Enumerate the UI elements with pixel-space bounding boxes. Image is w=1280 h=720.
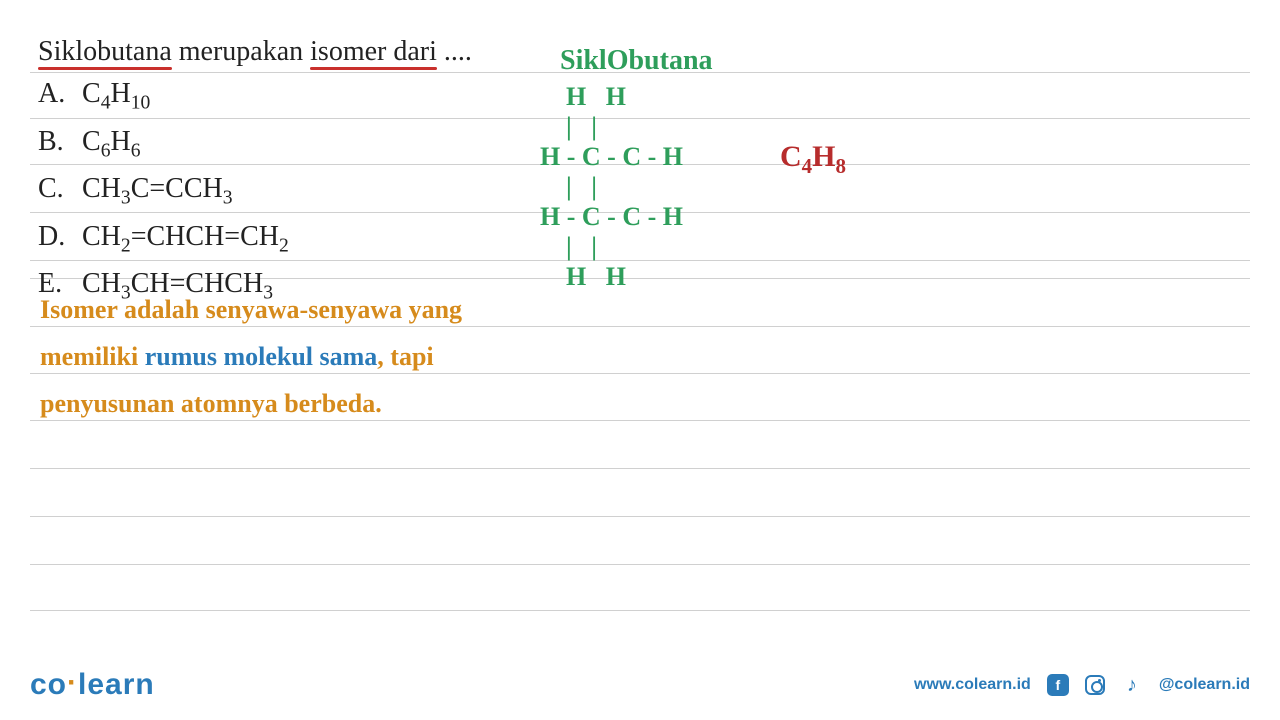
question-text: Siklobutana merupakan isomer dari .... [38,36,472,68]
ruled-line [30,516,1250,517]
choices-list: A.C4H10B.C6H6C.CH3C=CCH3D.CH2=CHCH=CH2E.… [38,75,289,313]
ruled-line [30,468,1250,469]
choice-row: A.C4H10 [38,75,289,123]
choice-formula: CH2=CHCH=CH2 [82,221,289,252]
footer-url: www.colearn.id [914,676,1031,694]
choice-row: D.CH2=CHCH=CH2 [38,218,289,266]
logo: co·learn [30,668,155,702]
footer-right: www.colearn.id f ♪ @colearn.id [914,674,1250,696]
choice-formula: C6H6 [82,126,141,157]
choice-letter: C. [38,170,82,208]
footer-handle: @colearn.id [1159,676,1250,694]
choice-formula: C4H10 [82,78,150,109]
footer: co·learn www.colearn.id f ♪ @colearn.id [0,650,1280,720]
choice-letter: D. [38,218,82,256]
instagram-icon [1085,675,1105,695]
tiktok-icon: ♪ [1121,674,1143,696]
explanation-text: Isomer adalah senyawa-senyawa yang memil… [40,286,462,427]
paper-area: Siklobutana merupakan isomer dari .... A… [30,30,1250,630]
choice-letter: B. [38,123,82,161]
underlined-word-1: Siklobutana [38,36,172,68]
molecule-structure: H H | | H - C - C - H | | H - C - C - H … [540,82,683,292]
choice-letter: A. [38,75,82,113]
facebook-icon: f [1047,674,1069,696]
choice-row: C.CH3C=CCH3 [38,170,289,218]
molecular-formula: C4H8 [780,140,846,179]
ruled-line [30,564,1250,565]
ruled-line [30,610,1250,611]
choice-formula: CH3C=CCH3 [82,173,233,204]
underlined-word-2: isomer dari [310,36,437,68]
choice-row: B.C6H6 [38,123,289,171]
molecule-title: SiklObutana [560,45,713,77]
